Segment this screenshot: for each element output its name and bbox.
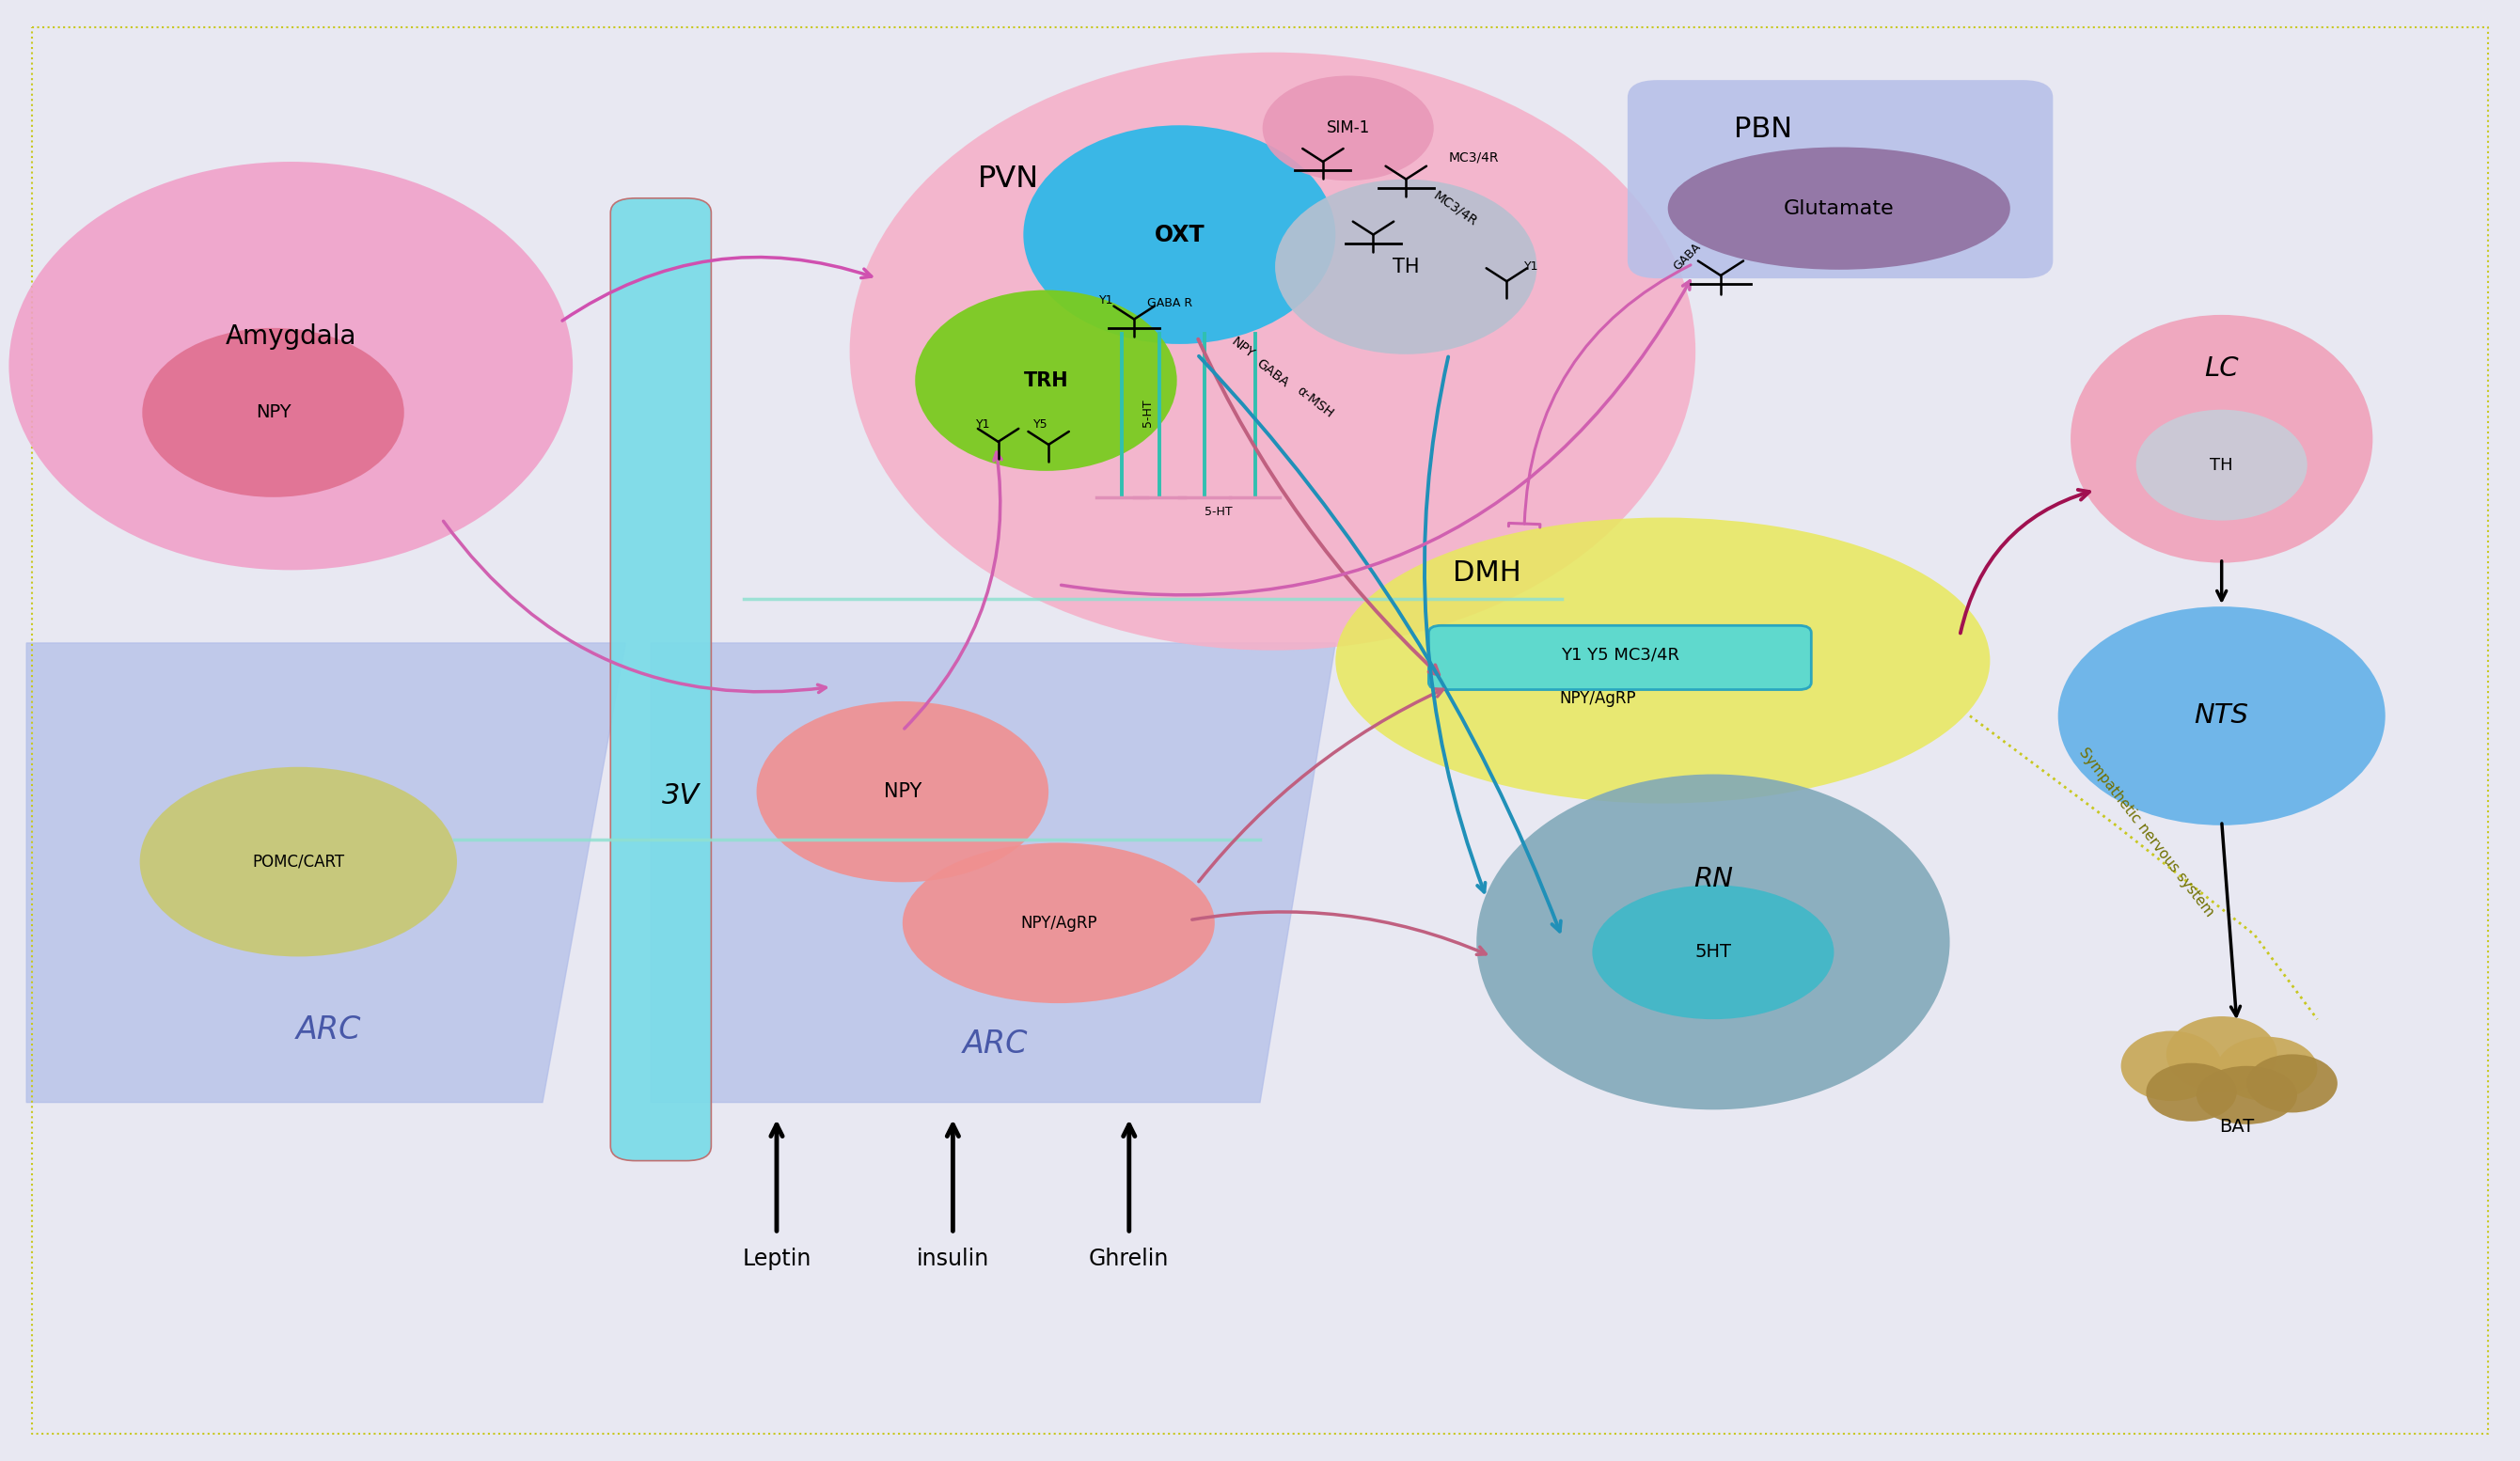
Text: OXT: OXT: [1154, 224, 1205, 245]
Text: Sympathetic nervous system: Sympathetic nervous system: [2076, 745, 2215, 919]
Text: GABA: GABA: [1671, 241, 1704, 273]
Text: RN: RN: [1693, 866, 1734, 893]
Ellipse shape: [1263, 76, 1434, 181]
Text: NPY: NPY: [885, 782, 922, 801]
Text: POMC/CART: POMC/CART: [252, 853, 345, 871]
Ellipse shape: [2218, 1037, 2318, 1102]
Text: DMH: DMH: [1452, 560, 1520, 587]
Text: MC3/4R: MC3/4R: [1431, 188, 1479, 228]
Text: 5HT: 5HT: [1696, 944, 1731, 961]
Text: LC: LC: [2205, 355, 2238, 381]
Text: α-MSH: α-MSH: [1295, 384, 1336, 421]
Text: NPY: NPY: [1227, 336, 1257, 361]
Text: ARC: ARC: [963, 1029, 1028, 1059]
Ellipse shape: [849, 53, 1696, 650]
FancyBboxPatch shape: [1429, 625, 1812, 690]
Text: NPY/AgRP: NPY/AgRP: [1021, 915, 1096, 932]
Ellipse shape: [915, 291, 1177, 470]
Text: TRH: TRH: [1023, 371, 1068, 390]
Text: Amygdala: Amygdala: [224, 323, 355, 349]
Text: 3V: 3V: [663, 783, 701, 809]
Ellipse shape: [141, 327, 403, 497]
Text: Y5: Y5: [1033, 418, 1048, 431]
Ellipse shape: [2147, 1064, 2238, 1122]
Text: Ghrelin: Ghrelin: [1089, 1248, 1169, 1270]
Ellipse shape: [1477, 774, 1950, 1110]
Text: Y1 Y5 MC3/4R: Y1 Y5 MC3/4R: [1560, 646, 1678, 663]
Ellipse shape: [10, 162, 572, 570]
Text: PBN: PBN: [1734, 115, 1792, 143]
Text: Leptin: Leptin: [743, 1248, 811, 1270]
Text: TH: TH: [2210, 457, 2233, 473]
Text: PVN: PVN: [978, 165, 1038, 194]
Ellipse shape: [2137, 409, 2308, 520]
Text: ARC: ARC: [295, 1014, 360, 1045]
Ellipse shape: [1275, 180, 1537, 354]
Ellipse shape: [1668, 148, 2011, 270]
Ellipse shape: [1023, 126, 1336, 343]
Text: Y1: Y1: [1099, 294, 1114, 307]
FancyBboxPatch shape: [1628, 80, 2054, 279]
FancyBboxPatch shape: [610, 199, 711, 1160]
Ellipse shape: [2071, 316, 2374, 562]
Text: BAT: BAT: [2220, 1118, 2255, 1137]
Text: TH: TH: [1394, 257, 1419, 276]
Ellipse shape: [2197, 1067, 2298, 1125]
Polygon shape: [28, 643, 625, 1103]
Text: Y1: Y1: [1525, 260, 1540, 273]
Text: 5-HT: 5-HT: [1205, 506, 1232, 517]
Ellipse shape: [1336, 517, 1991, 804]
Text: SIM-1: SIM-1: [1326, 120, 1371, 137]
Text: Y1: Y1: [975, 418, 990, 431]
Ellipse shape: [902, 843, 1215, 1004]
Text: 5-HT: 5-HT: [1142, 399, 1154, 427]
Ellipse shape: [756, 701, 1048, 882]
Ellipse shape: [2059, 606, 2386, 825]
Ellipse shape: [2122, 1031, 2223, 1102]
Text: NPY/AgRP: NPY/AgRP: [1560, 690, 1635, 707]
Ellipse shape: [2167, 1017, 2278, 1093]
Text: GABA R: GABA R: [1147, 297, 1192, 310]
Text: NTS: NTS: [2195, 703, 2248, 729]
Text: GABA: GABA: [1255, 356, 1290, 390]
Ellipse shape: [1593, 885, 1835, 1020]
Ellipse shape: [139, 767, 456, 957]
Text: insulin: insulin: [917, 1248, 990, 1270]
Polygon shape: [650, 643, 1336, 1103]
Ellipse shape: [2248, 1055, 2339, 1113]
Text: Glutamate: Glutamate: [1784, 199, 1895, 218]
Text: NPY: NPY: [255, 403, 290, 422]
Text: MC3/4R: MC3/4R: [1449, 150, 1499, 164]
